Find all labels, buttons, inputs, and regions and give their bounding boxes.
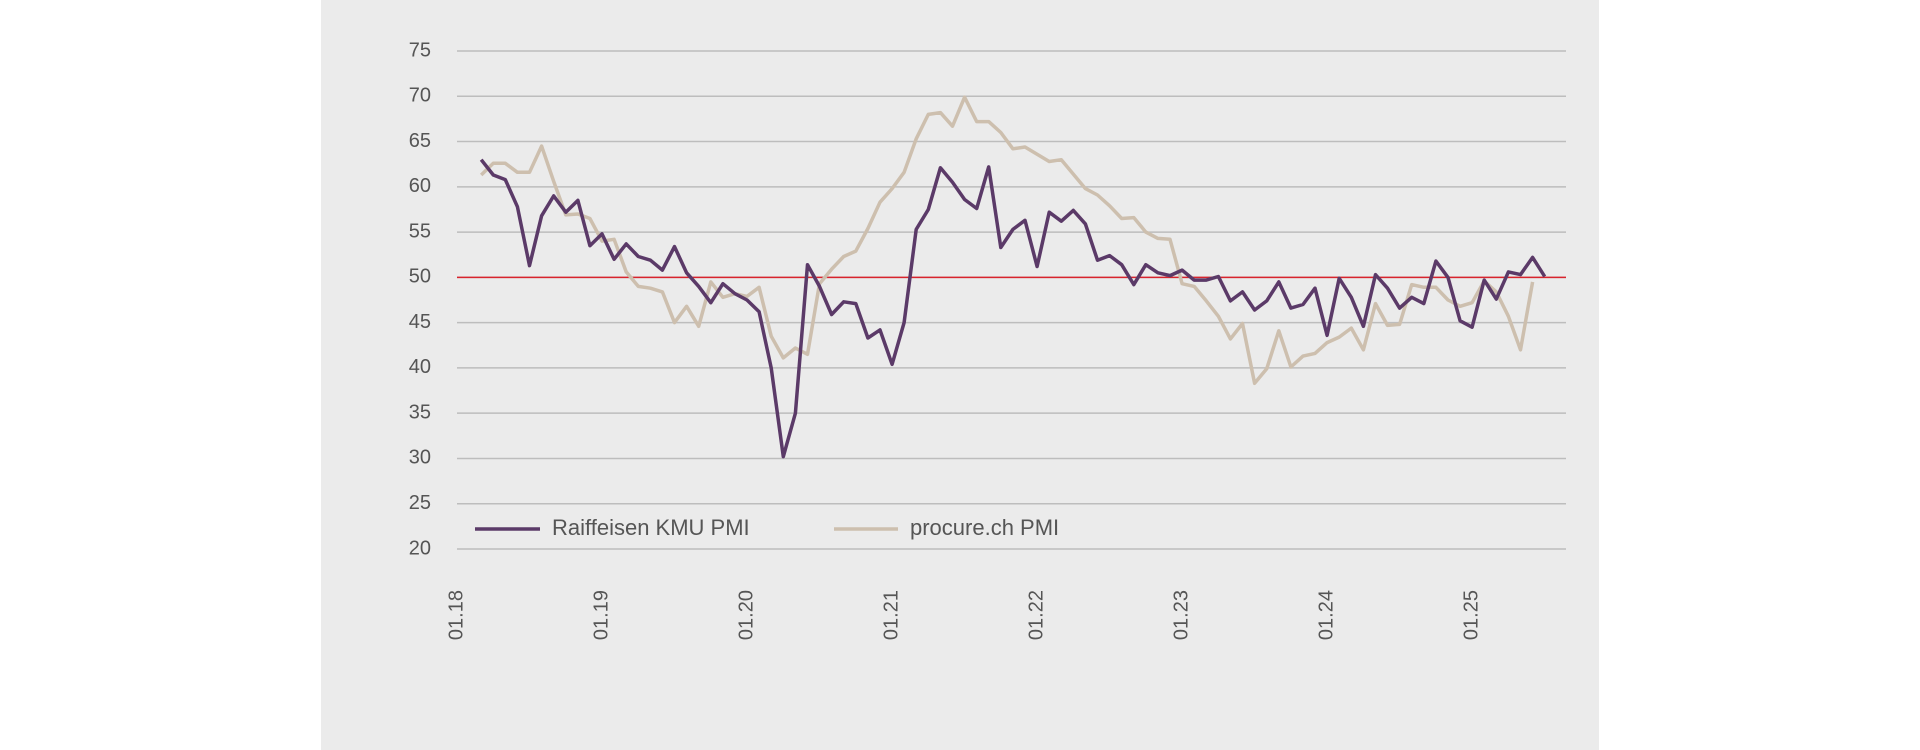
series-line [479,158,1547,459]
y-tick-label: 20 [409,537,431,559]
y-tick-label: 25 [409,492,431,514]
legend-label: procure.ch PMI [910,515,1059,540]
series-line [479,95,1535,386]
y-tick-label: 50 [409,266,431,288]
y-tick-label: 60 [409,175,431,197]
x-tick-label: 01.23 [1170,590,1192,640]
y-tick-label: 65 [409,130,431,152]
legend-label: Raiffeisen KMU PMI [552,515,750,540]
x-tick-label: 01.20 [735,590,757,640]
panel [321,0,1599,750]
y-tick-label: 75 [409,39,431,61]
x-tick-label: 01.25 [1460,590,1482,640]
x-tick-label: 01.24 [1315,590,1337,640]
x-tick-label: 01.19 [590,590,612,640]
x-tick-label: 01.21 [880,590,902,640]
y-tick-label: 35 [409,401,431,423]
x-tick-label: 01.18 [445,590,467,640]
y-tick-label: 40 [409,356,431,378]
y-tick-label: 55 [409,220,431,242]
y-tick-label: 30 [409,447,431,469]
y-tick-label: 45 [409,311,431,333]
y-tick-label: 70 [409,85,431,107]
x-tick-label: 01.22 [1025,590,1047,640]
